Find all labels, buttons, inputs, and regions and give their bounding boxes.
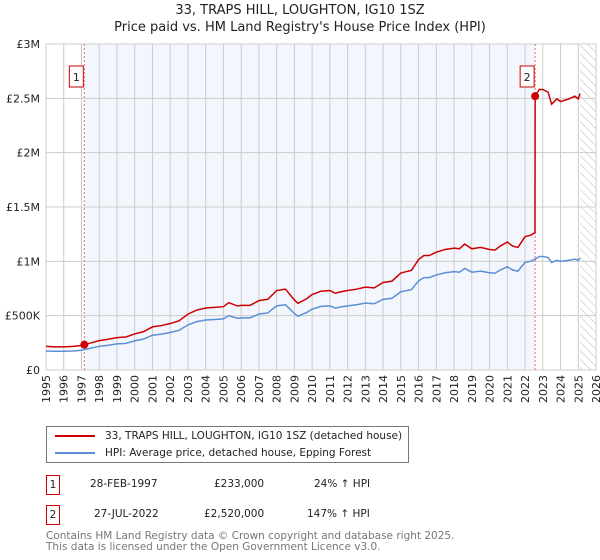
x-tick-label: 2026 [590, 375, 600, 403]
property-line [45, 88, 581, 348]
x-tick-label: 2003 [182, 375, 195, 403]
x-tick-label: 2024 [555, 375, 568, 403]
sale-point [531, 92, 540, 101]
x-tick-label: 2015 [395, 375, 408, 403]
y-tick-label: £500K [5, 310, 41, 323]
sale-date: 28-FEB-1997 [90, 478, 158, 490]
x-tick-label: 2020 [484, 375, 497, 403]
sale-label-box [68, 65, 84, 88]
x-tick-label: 1998 [93, 375, 106, 403]
sale-label: 2 [524, 71, 531, 84]
chart-plot: 1995 1996 1997 1998 1999 2000 2001 2002 2003 2004… [5, 38, 600, 403]
x-tick-label: 2013 [359, 375, 372, 403]
x-tick-label: 1996 [58, 375, 71, 403]
x-tick-label: 2006 [235, 375, 248, 403]
x-tick-label: 2011 [324, 375, 337, 403]
x-tick-label: 2010 [306, 375, 319, 403]
y-tick-label: £2.5M [6, 92, 40, 105]
legend-swatch-blue [55, 452, 95, 454]
legend: 33, TRAPS HILL, LOUGHTON, IG10 1SZ (deta… [46, 426, 409, 463]
x-tick-label: 2007 [253, 375, 266, 403]
x-tick-label: 2004 [200, 375, 213, 403]
legend-item-hpi: HPI: Average price, detached house, Eppi… [55, 445, 371, 461]
y-tick-label: £2M [17, 147, 41, 160]
x-tick-label: 2018 [448, 375, 461, 403]
y-tick-label: £3M [17, 38, 41, 51]
y-tick-label: £1.5M [6, 201, 40, 214]
legend-swatch-red [55, 435, 95, 437]
sale-price: £233,000 [214, 478, 265, 490]
x-tick-label: 2008 [271, 375, 284, 403]
hpi-line [45, 255, 581, 353]
x-tick-label: 2014 [377, 375, 390, 403]
x-tick-label: 2017 [430, 375, 443, 403]
x-tick-label: 1999 [111, 375, 124, 403]
x-tick-label: 1997 [75, 375, 88, 403]
y-tick-label: £0 [26, 364, 40, 377]
sale-date: 27-JUL-2022 [94, 508, 159, 520]
x-tick-label: 2025 [572, 375, 585, 403]
sale-hpi-change: 147% ↑ HPI [307, 508, 370, 520]
legend-label: 33, TRAPS HILL, LOUGHTON, IG10 1SZ (deta… [105, 430, 403, 442]
x-tick-label: 2005 [217, 375, 230, 403]
sale-label: 1 [73, 71, 80, 84]
y-tick-label: £1M [17, 255, 41, 268]
x-tick-label: 2001 [146, 375, 159, 403]
x-tick-label: 2009 [288, 375, 301, 403]
chart-title: 33, TRAPS HILL, LOUGHTON, IG10 1SZ [175, 3, 425, 18]
x-tick-label: 2022 [519, 375, 532, 403]
sale-point [80, 340, 89, 349]
x-tick-label: 2019 [466, 375, 479, 403]
sale-marker-box: 1 [46, 475, 60, 495]
footer-licence: This data is licensed under the Open Gov… [46, 541, 381, 553]
sale-price: £2,520,000 [204, 508, 265, 520]
x-tick-label: 2021 [501, 375, 514, 403]
legend-item-property: 33, TRAPS HILL, LOUGHTON, IG10 1SZ (deta… [55, 428, 402, 444]
sale-hpi-change: 24% ↑ HPI [314, 478, 371, 490]
x-tick-label: 2016 [413, 375, 426, 403]
x-tick-label: 2012 [342, 375, 355, 403]
sale-marker-box: 2 [46, 505, 60, 525]
footer-copyright: Contains HM Land Registry data © Crown c… [46, 530, 455, 542]
chart-subtitle: Price paid vs. HM Land Registry's House … [114, 20, 486, 35]
legend-label: HPI: Average price, detached house, Eppi… [105, 447, 372, 459]
x-tick-label: 1995 [40, 375, 53, 403]
x-tick-label: 2002 [164, 375, 177, 403]
x-tick-label: 2000 [129, 375, 142, 403]
x-tick-label: 2023 [537, 375, 550, 403]
sale-label-box [519, 65, 535, 88]
